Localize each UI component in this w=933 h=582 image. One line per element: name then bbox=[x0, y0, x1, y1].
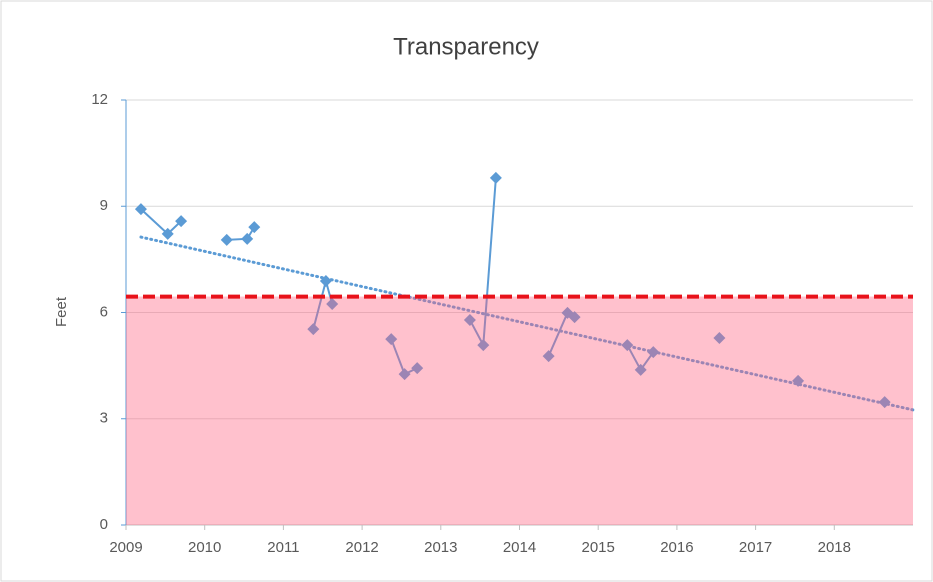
point bbox=[621, 339, 634, 352]
x-tick-label: 2013 bbox=[424, 539, 457, 556]
point bbox=[241, 232, 254, 245]
point bbox=[477, 339, 490, 352]
x-tick-label: 2011 bbox=[267, 539, 299, 556]
chart-title: Transparency bbox=[393, 33, 539, 60]
point bbox=[634, 363, 647, 376]
point bbox=[248, 221, 261, 234]
point bbox=[134, 203, 147, 216]
point bbox=[175, 215, 188, 228]
y-tick-label: 12 bbox=[91, 91, 108, 108]
point bbox=[161, 227, 174, 240]
trend-line bbox=[139, 235, 915, 412]
point bbox=[489, 171, 502, 184]
x-tick-label: 2015 bbox=[582, 539, 615, 556]
point bbox=[568, 311, 581, 324]
point bbox=[398, 368, 411, 381]
x-tick-label: 2009 bbox=[109, 539, 142, 556]
y-tick-label: 3 bbox=[100, 410, 108, 427]
y-axis-label: Feet bbox=[53, 296, 70, 327]
point bbox=[542, 350, 555, 363]
y-tick-label: 6 bbox=[100, 303, 108, 320]
point bbox=[307, 323, 320, 336]
point bbox=[326, 298, 339, 310]
point bbox=[713, 332, 726, 344]
x-tick-label: 2018 bbox=[818, 539, 851, 556]
x-tick-label: 2016 bbox=[660, 539, 693, 556]
point bbox=[220, 233, 233, 246]
x-tick-label: 2012 bbox=[345, 539, 378, 556]
x-tick-label: 2017 bbox=[739, 539, 772, 556]
x-tick-label: 2014 bbox=[503, 539, 536, 556]
y-tick-label: 9 bbox=[100, 197, 108, 214]
point bbox=[411, 362, 424, 375]
x-tick-label: 2010 bbox=[188, 539, 221, 556]
y-tick-label: 0 bbox=[100, 516, 108, 533]
point bbox=[463, 313, 476, 326]
point bbox=[385, 333, 398, 346]
threshold-area bbox=[126, 296, 913, 525]
